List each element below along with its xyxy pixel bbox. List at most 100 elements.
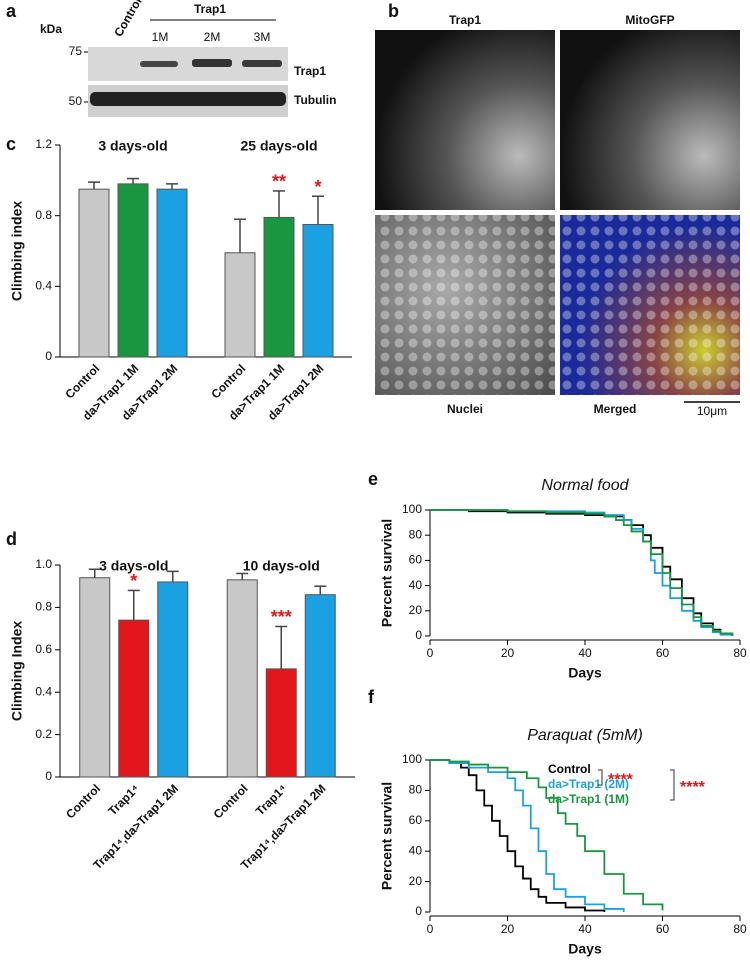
unit-label: kDa <box>40 22 62 36</box>
survival-curve <box>430 509 734 636</box>
bar <box>118 619 150 778</box>
x-tick-label: 60 <box>656 646 670 660</box>
y-tick-label: 0.2 <box>35 727 52 741</box>
x-tick-label: 80 <box>733 922 747 936</box>
y-tick-label: 40 <box>409 578 423 592</box>
survival-curve <box>430 759 606 912</box>
band-label: Tubulin <box>294 93 336 107</box>
y-axis-label: Climbing Index <box>9 621 25 722</box>
significance: *** <box>271 607 292 627</box>
bar <box>263 216 295 358</box>
image-title: MitoGFP <box>625 13 674 27</box>
bar <box>265 668 297 778</box>
group-title: 10 days-old <box>243 558 320 574</box>
image-title: Nuclei <box>447 402 483 416</box>
survival-curve <box>430 759 664 911</box>
bar <box>157 581 189 778</box>
y-axis-label: Percent survival <box>379 782 395 890</box>
micrograph <box>560 30 740 210</box>
y-tick-label: 0 <box>45 769 52 783</box>
image-title: Trap1 <box>449 13 481 27</box>
lane-label: 1M <box>152 30 169 44</box>
y-tick-label: 0.6 <box>35 642 52 656</box>
legend-entry: da>Trap1 (1M) <box>548 792 629 806</box>
x-tick-label: 40 <box>578 922 592 936</box>
x-axis-label: Days <box>568 941 602 957</box>
marker-label: 50 <box>69 94 83 108</box>
bar <box>224 252 256 358</box>
lane-label: 2M <box>204 30 221 44</box>
x-tick-label: Trap1⁴ <box>253 781 290 818</box>
panel-label: a <box>6 1 17 21</box>
survival-curve <box>430 509 734 636</box>
y-tick-label: 20 <box>409 874 423 888</box>
x-tick-label: 20 <box>501 922 515 936</box>
y-tick-label: 20 <box>409 603 423 617</box>
y-tick-label: 0 <box>415 628 422 642</box>
panel-label: b <box>388 1 399 21</box>
x-tick-label: 0 <box>427 922 434 936</box>
legend-entry: Control <box>548 762 591 776</box>
survival-curve <box>430 509 734 636</box>
y-tick-label: 100 <box>402 752 422 766</box>
y-tick-label: 1.2 <box>35 137 52 151</box>
y-tick-label: 60 <box>409 553 423 567</box>
group-title: 25 days-old <box>240 138 317 154</box>
lane-label: 3M <box>254 30 271 44</box>
significance: * <box>314 177 321 197</box>
y-tick-label: 100 <box>402 502 422 516</box>
micrograph-texture <box>375 215 555 395</box>
group-title: 3 days-old <box>98 138 167 154</box>
x-tick-label: 40 <box>578 646 592 660</box>
bracket <box>598 769 603 786</box>
significance: **** <box>680 779 706 796</box>
y-tick-label: 0 <box>45 349 52 363</box>
y-tick-label: 0.4 <box>35 684 52 698</box>
x-axis-label: Days <box>568 665 602 681</box>
y-axis-label: Climbing index <box>9 201 25 302</box>
blot-band <box>140 61 178 67</box>
chart-title: Paraquat (5mM) <box>527 727 643 744</box>
x-tick-label: 20 <box>501 646 515 660</box>
group-title: 3 days-old <box>99 558 168 574</box>
x-tick-label: 0 <box>427 646 434 660</box>
panel-label: c <box>6 134 16 154</box>
panel-label: e <box>368 469 378 489</box>
y-tick-label: 0 <box>415 904 422 918</box>
blot-band <box>242 60 282 67</box>
micrograph <box>375 30 555 210</box>
panel-label: f <box>368 687 375 707</box>
bar <box>117 183 149 358</box>
x-tick-label: 80 <box>733 646 747 660</box>
y-axis-label: Percent survival <box>379 519 395 627</box>
bar <box>302 224 334 358</box>
x-tick-label: 60 <box>656 922 670 936</box>
significance: * <box>130 571 137 591</box>
significance: ** <box>272 172 286 192</box>
x-tick-label: Control <box>63 781 103 821</box>
image-title: Merged <box>594 402 637 416</box>
x-tick-label: Trap1⁴ <box>105 781 142 818</box>
y-tick-label: 80 <box>409 783 423 797</box>
panel-label: d <box>6 529 17 549</box>
blot-band <box>90 92 286 106</box>
x-tick-label: Control <box>211 781 251 821</box>
y-tick-label: 0.4 <box>35 279 52 293</box>
bar <box>156 188 188 358</box>
blot-band <box>192 59 232 67</box>
y-tick-label: 0.8 <box>35 600 52 614</box>
y-tick-label: 40 <box>409 843 423 857</box>
bar <box>226 579 258 778</box>
legend-entry: da>Trap1 (2M) <box>548 777 629 791</box>
y-tick-label: 60 <box>409 813 423 827</box>
significance: **** <box>608 772 634 789</box>
band-label: Trap1 <box>294 64 326 78</box>
y-tick-label: 1.0 <box>35 557 52 571</box>
bar <box>79 577 111 778</box>
chart-title: Normal food <box>541 477 629 494</box>
lane-label: Control <box>111 0 144 39</box>
micrograph-texture <box>560 215 740 395</box>
survival-curve <box>430 759 625 912</box>
bar <box>304 594 336 778</box>
